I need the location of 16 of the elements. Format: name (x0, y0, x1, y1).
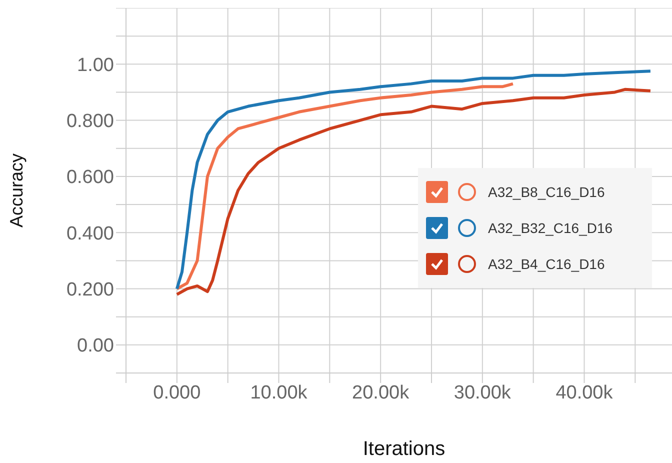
x-tick-label: 30.00k (454, 382, 512, 404)
y-tick-label: 0.800 (66, 111, 114, 132)
y-axis-title: Accuracy (6, 153, 26, 228)
x-tick-label: 10.00k (250, 382, 308, 404)
y-tick-label: 0.600 (66, 167, 114, 188)
y-tick-label: 0.00 (77, 336, 114, 357)
x-axis-title: Iterations (362, 438, 446, 460)
x-tick-label: 20.00k (352, 382, 410, 404)
legend-label: A32_B8_C16_D16 (488, 184, 605, 200)
y-tick-label: 1.00 (77, 54, 114, 76)
y-tick-label: 0.400 (66, 223, 114, 244)
x-tick-label: 40.00k (556, 382, 614, 404)
legend-label: A32_B32_C16_D16 (488, 220, 613, 236)
legend-label: A32_B4_C16_D16 (488, 256, 605, 272)
x-tick-label: 0.000 (153, 382, 201, 404)
y-tick-label: 0.200 (66, 280, 114, 301)
